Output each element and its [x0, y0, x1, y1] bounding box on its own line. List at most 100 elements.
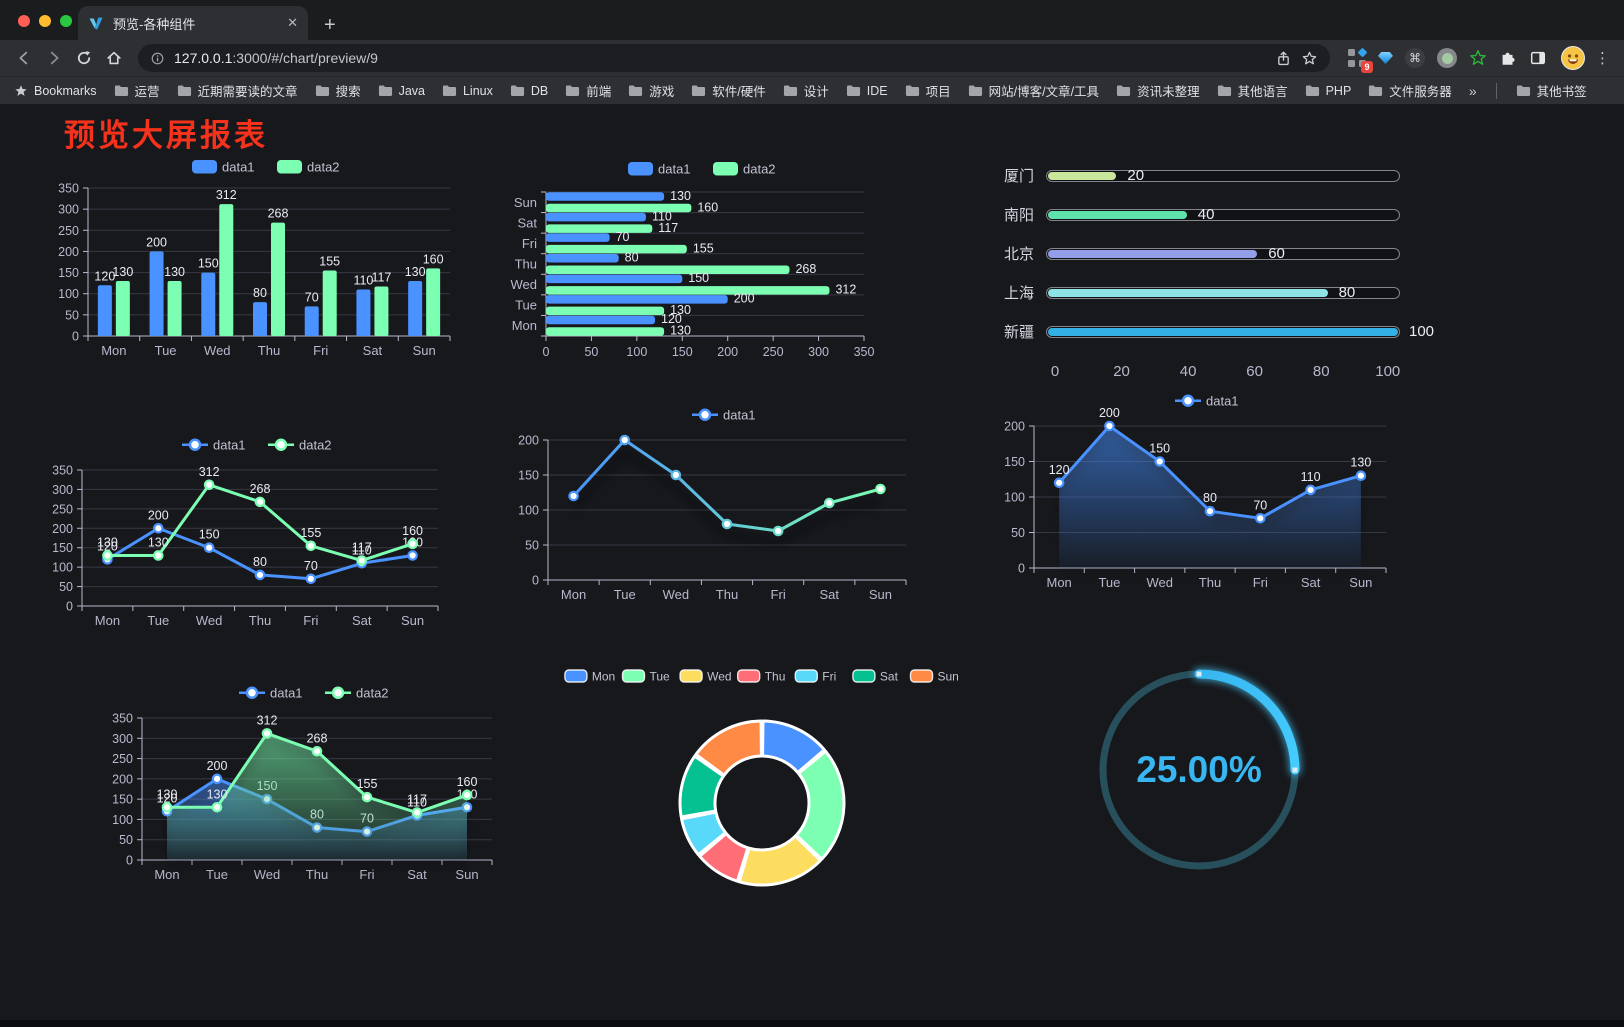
donut-segment-Tue[interactable] — [794, 749, 846, 861]
svg-text:Mon: Mon — [101, 343, 126, 358]
legend-item-Sat[interactable]: Sat — [852, 669, 899, 684]
bookmark-folder[interactable]: 项目 — [905, 81, 951, 100]
bookmark-star-icon[interactable] — [1301, 50, 1318, 67]
svg-text:200: 200 — [207, 759, 228, 773]
browser-toolbar: 127.0.0.1:3000/#/chart/preview/9 9 ⌘ — [0, 40, 1624, 76]
window-controls — [18, 15, 72, 27]
line-chart-svg: data1 0 50 100 150 200 Mon Tue Wed Thu Fri Sat Sun 12… — [1004, 393, 1387, 590]
svg-text:312: 312 — [257, 713, 278, 727]
legend-item-data1[interactable]: data1 — [182, 437, 246, 452]
svg-text:Thu: Thu — [765, 670, 786, 684]
bookmarks-overflow-chevron[interactable]: » — [1468, 82, 1477, 99]
legend-item-data1[interactable]: data1 — [1175, 393, 1239, 408]
bookmark-folder[interactable]: Java — [378, 84, 425, 98]
svg-text:50: 50 — [65, 308, 79, 322]
bookmark-folder[interactable]: 其他语言 — [1217, 81, 1288, 100]
svg-text:80: 80 — [625, 251, 639, 265]
bookmarks-bar: Bookmarks 运营 近期需要读的文章 搜索 Java Linux DB 前端 游戏 软件/硬… — [0, 76, 1624, 104]
svg-text:Wed: Wed — [196, 613, 223, 628]
progress-track: 100 — [1046, 323, 1434, 340]
window-close-button[interactable] — [18, 15, 30, 27]
legend-item-data2[interactable]: data2 — [325, 685, 389, 700]
legend-item-data2[interactable]: data2 — [277, 159, 340, 174]
puzzle-extensions-icon[interactable] — [1499, 49, 1517, 67]
legend-item-Sun[interactable]: Sun — [909, 669, 959, 684]
legend-item-Fri[interactable]: Fri — [794, 669, 836, 684]
address-bar[interactable]: 127.0.0.1:3000/#/chart/preview/9 — [138, 44, 1330, 72]
legend-item-Mon[interactable]: Mon — [564, 669, 615, 684]
svg-text:110: 110 — [352, 543, 372, 557]
site-info-icon[interactable] — [150, 51, 165, 66]
window-zoom-button[interactable] — [60, 15, 72, 27]
svg-text:150: 150 — [688, 271, 709, 285]
bookmark-folder[interactable]: 搜索 — [315, 81, 361, 100]
svg-text:120: 120 — [97, 539, 118, 553]
svg-text:150: 150 — [52, 541, 73, 555]
bookmark-folder[interactable]: 软件/硬件 — [691, 81, 766, 100]
donut-segment-Sat[interactable] — [678, 754, 725, 819]
command-extension-icon[interactable]: ⌘ — [1405, 48, 1425, 68]
svg-text:200: 200 — [1004, 420, 1025, 434]
line-chart-svg: data1 data2 0 50 100 150 200 250 300 350 Mon Tue Wed… — [112, 685, 493, 882]
record-extension-icon[interactable] — [1437, 48, 1457, 68]
legend-item-Tue[interactable]: Tue — [621, 669, 671, 684]
legend-item-Wed[interactable]: Wed — [679, 669, 732, 684]
svg-text:150: 150 — [58, 266, 79, 280]
donut-segment-Fri[interactable] — [680, 810, 728, 857]
home-button[interactable] — [100, 44, 128, 72]
browser-tab[interactable]: 预览-各种组件 ✕ — [78, 6, 308, 40]
bookmark-folder[interactable]: PHP — [1305, 84, 1351, 98]
legend-item-data1[interactable]: data1 — [692, 407, 756, 422]
bookmarks-apps-item[interactable]: Bookmarks — [14, 84, 97, 98]
donut-segment-Wed[interactable] — [737, 834, 822, 887]
forward-button[interactable] — [40, 44, 68, 72]
svg-text:312: 312 — [216, 188, 237, 202]
legend-item-data1[interactable]: data1 — [192, 159, 255, 174]
extension-grid-icon[interactable]: 9 — [1348, 47, 1373, 73]
bookmark-folder[interactable]: 近期需要读的文章 — [177, 81, 298, 100]
legend-item-data1[interactable]: data1 — [628, 161, 691, 176]
svg-text:130: 130 — [405, 265, 426, 279]
legend-item-Thu[interactable]: Thu — [736, 669, 786, 684]
bookmark-folder[interactable]: 游戏 — [628, 81, 674, 100]
profile-avatar[interactable] — [1561, 46, 1585, 70]
svg-text:160: 160 — [402, 524, 423, 538]
bookmark-folder[interactable]: IDE — [846, 84, 888, 98]
bookmark-folder[interactable]: 设计 — [783, 81, 829, 100]
legend-item-data2[interactable]: data2 — [713, 161, 776, 176]
green-star-extension-icon[interactable] — [1469, 49, 1487, 67]
bookmark-folder[interactable]: 文件服务器 — [1368, 81, 1452, 100]
bookmark-folder[interactable]: DB — [510, 84, 548, 98]
bookmark-folder[interactable]: 前端 — [565, 81, 611, 100]
window-minimize-button[interactable] — [39, 15, 51, 27]
legend-item-data2[interactable]: data2 — [268, 437, 332, 452]
progress-fill — [1048, 210, 1187, 219]
bookmark-folder[interactable]: Linux — [442, 84, 493, 98]
svg-text:Wed: Wed — [707, 670, 731, 684]
legend-item-data1[interactable]: data1 — [239, 685, 303, 700]
tab-close-icon[interactable]: ✕ — [287, 15, 298, 30]
browser-menu-icon[interactable]: ⋮ — [1595, 50, 1610, 67]
svg-text:120: 120 — [157, 791, 178, 805]
page-content: 预览大屏报表 data1 data2 0 50 100 150 200 250 300 350 Mo… — [0, 104, 1624, 1027]
donut-segment-Mon[interactable] — [761, 719, 826, 775]
bookmark-folder[interactable]: 资讯未整理 — [1116, 81, 1200, 100]
progress-label: 新疆 — [1003, 324, 1034, 341]
donut-segment-Thu[interactable] — [698, 831, 750, 883]
reload-button[interactable] — [70, 44, 98, 72]
gem-extension-icon[interactable] — [1378, 52, 1393, 64]
donut-segment-Sun[interactable] — [694, 719, 763, 777]
bookmark-folder[interactable]: 运营 — [114, 81, 160, 100]
sidebar-toggle-icon[interactable] — [1529, 49, 1547, 67]
back-button[interactable] — [10, 44, 38, 72]
new-tab-button[interactable]: + — [324, 14, 336, 36]
svg-text:Wed: Wed — [254, 867, 281, 882]
bookmark-folder[interactable]: 网站/博客/文章/工具 — [968, 81, 1099, 100]
share-icon[interactable] — [1275, 50, 1292, 67]
gauge-progress-chart: 25.00% — [1085, 656, 1313, 884]
svg-text:70: 70 — [616, 230, 630, 244]
svg-text:Sat: Sat — [352, 613, 372, 628]
other-bookmarks-folder[interactable]: 其他书签 — [1516, 81, 1587, 100]
svg-text:Thu: Thu — [249, 613, 271, 628]
